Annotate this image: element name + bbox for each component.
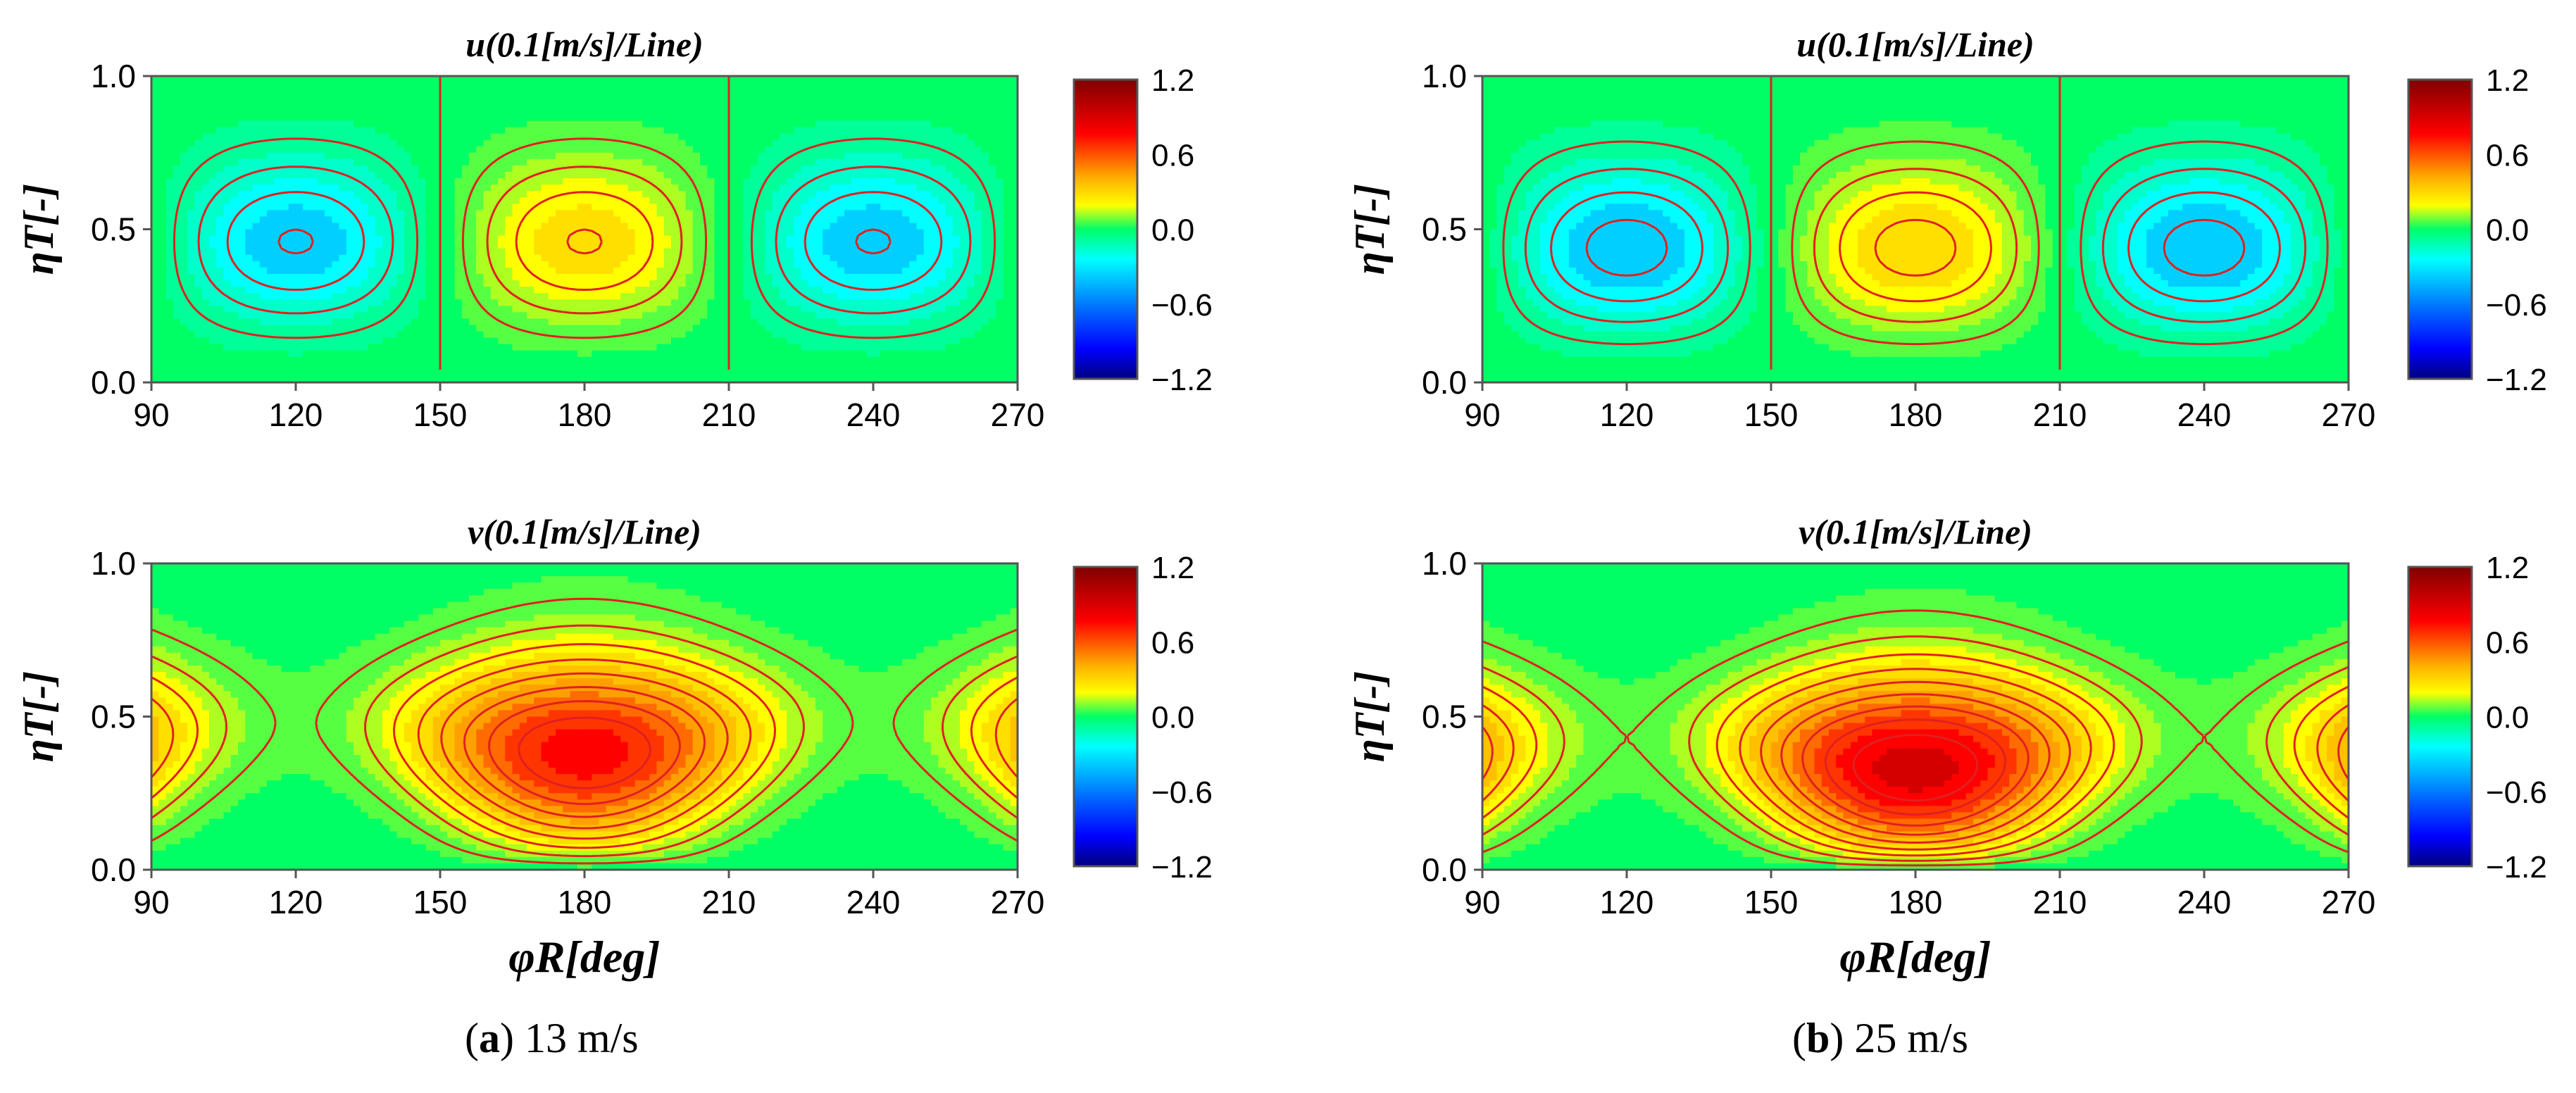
colorbar xyxy=(1074,80,1137,379)
contour-fill xyxy=(1482,563,2349,870)
colorbar-tick-label: 1.2 xyxy=(1151,63,1194,98)
x-tick-label: 210 xyxy=(2033,396,2087,433)
x-tick-label: 210 xyxy=(2033,884,2087,920)
panel-b-v: v(0.1[m/s]/Line) 90 120 150 180 210 240 270 0.0 0… xyxy=(1346,512,2547,982)
colorbar-tick-label: 1.2 xyxy=(2486,63,2529,98)
y-tick-label: 1.0 xyxy=(1422,58,1467,94)
caption-b-letter: b xyxy=(1806,1015,1830,1061)
x-axis-label: φR[deg] xyxy=(508,932,660,982)
colorbar-tick-label: −0.6 xyxy=(1151,775,1213,810)
x-tick-label: 90 xyxy=(133,396,169,433)
x-tick-label: 210 xyxy=(702,396,756,433)
colorbar-tick-label: 0.6 xyxy=(2486,138,2529,173)
colorbar-tick-label: −1.2 xyxy=(1151,850,1213,885)
colorbar-tick-label: 0.0 xyxy=(1151,701,1194,735)
y-tick-label: 0.5 xyxy=(91,211,136,248)
colorbar-tick-label: −0.6 xyxy=(2486,775,2547,810)
colorbar-tick-label: −1.2 xyxy=(1151,363,1213,397)
x-tick-label: 90 xyxy=(133,884,169,920)
chart-title: u(0.1[m/s]/Line) xyxy=(1796,25,2034,64)
x-tick-label: 150 xyxy=(1744,884,1799,920)
caption-a: (a) 13 m/s xyxy=(465,1014,639,1063)
y-axis-label: ηT[-] xyxy=(1346,184,1393,275)
contour-figure: u(0.1[m/s]/Line) 90 120 150 180 210 240 270 0.0 0… xyxy=(0,0,2576,1093)
y-tick-label: 0.0 xyxy=(1422,364,1467,401)
y-axis-label: ηT[-] xyxy=(15,184,62,275)
y-axis-label: ηT[-] xyxy=(15,671,62,763)
x-tick-label: 270 xyxy=(2322,884,2376,920)
y-axis-label: ηT[-] xyxy=(1346,671,1393,763)
colorbar xyxy=(2408,567,2472,866)
colorbar xyxy=(2408,80,2472,379)
y-tick-label: 0.0 xyxy=(91,851,136,888)
colorbar-tick-label: 1.2 xyxy=(1151,551,1194,585)
y-tick-label: 0.0 xyxy=(91,364,136,401)
x-tick-label: 270 xyxy=(991,396,1045,433)
x-tick-label: 240 xyxy=(2177,884,2232,920)
colorbar-tick-label: −1.2 xyxy=(2486,363,2547,397)
x-tick-label: 240 xyxy=(2177,396,2232,433)
colorbar-tick-label: 1.2 xyxy=(2486,551,2529,585)
x-tick-label: 180 xyxy=(1889,396,1943,433)
colorbar-tick-label: −0.6 xyxy=(2486,288,2547,323)
colorbar xyxy=(1074,567,1137,866)
x-tick-label: 240 xyxy=(846,884,901,920)
panel-a-v: v(0.1[m/s]/Line) 90 120 150 180 210 240 270 0.0 0… xyxy=(15,512,1213,982)
panel-a-u: u(0.1[m/s]/Line) 90 120 150 180 210 240 270 0.0 0… xyxy=(15,25,1213,433)
caption-a-letter: a xyxy=(479,1015,500,1061)
caption-a-text: 13 m/s xyxy=(514,1015,639,1061)
colorbar-tick-label: 0.0 xyxy=(2486,213,2529,248)
x-tick-label: 120 xyxy=(269,396,323,433)
x-tick-label: 150 xyxy=(1744,396,1799,433)
x-tick-label: 180 xyxy=(1889,884,1943,920)
x-tick-label: 240 xyxy=(846,396,901,433)
x-tick-label: 150 xyxy=(413,396,468,433)
caption-b-text: 25 m/s xyxy=(1844,1015,1968,1061)
y-tick-label: 0.0 xyxy=(1422,851,1467,888)
colorbar-tick-label: 0.0 xyxy=(2486,701,2529,735)
contour-fill xyxy=(1482,76,2349,383)
chart-title: v(0.1[m/s]/Line) xyxy=(1799,512,2032,551)
colorbar-tick-label: 0.0 xyxy=(1151,213,1194,248)
x-tick-label: 270 xyxy=(991,884,1045,920)
y-tick-label: 1.0 xyxy=(1422,545,1467,582)
y-tick-label: 0.5 xyxy=(91,699,136,735)
colorbar-tick-label: −0.6 xyxy=(1151,288,1213,323)
chart-title: u(0.1[m/s]/Line) xyxy=(465,25,703,64)
x-tick-label: 270 xyxy=(2322,396,2376,433)
colorbar-tick-label: −1.2 xyxy=(2486,850,2547,885)
x-tick-label: 150 xyxy=(413,884,468,920)
x-tick-label: 180 xyxy=(558,884,612,920)
y-tick-label: 0.5 xyxy=(1422,699,1467,735)
x-axis-label: φR[deg] xyxy=(1839,932,1991,982)
caption-b: (b) 25 m/s xyxy=(1792,1014,1968,1063)
x-tick-label: 120 xyxy=(1600,396,1654,433)
x-tick-label: 120 xyxy=(269,884,323,920)
x-tick-label: 90 xyxy=(1464,884,1500,920)
x-tick-label: 210 xyxy=(702,884,756,920)
x-tick-label: 180 xyxy=(558,396,612,433)
x-tick-label: 90 xyxy=(1464,396,1500,433)
colorbar-tick-label: 0.6 xyxy=(1151,138,1194,173)
panel-b-u: u(0.1[m/s]/Line) 90 120 150 180 210 240 270 0.0 0… xyxy=(1346,25,2547,433)
y-tick-label: 0.5 xyxy=(1422,211,1467,248)
y-tick-label: 1.0 xyxy=(91,58,136,94)
chart-title: v(0.1[m/s]/Line) xyxy=(468,512,701,551)
colorbar-tick-label: 0.6 xyxy=(2486,625,2529,660)
x-tick-label: 120 xyxy=(1600,884,1654,920)
colorbar-tick-label: 0.6 xyxy=(1151,625,1194,660)
y-tick-label: 1.0 xyxy=(91,545,136,582)
